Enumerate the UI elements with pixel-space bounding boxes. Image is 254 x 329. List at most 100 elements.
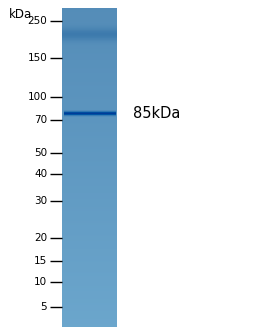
Bar [62,269,117,270]
Bar [62,152,117,153]
Bar [62,35,117,36]
Text: 250: 250 [27,16,47,26]
Bar [62,31,117,32]
Bar [62,207,117,208]
Bar [62,64,117,66]
Bar [62,241,117,242]
Bar [62,314,117,315]
Bar [62,181,117,182]
Bar [62,122,117,123]
Bar [62,213,117,214]
Bar [62,10,117,12]
Bar [62,262,117,263]
Bar [62,256,117,257]
Bar [62,59,117,60]
Bar [62,27,117,28]
Bar [62,69,117,70]
Bar [62,254,117,255]
Bar [62,18,117,19]
Bar [62,248,117,249]
Bar [62,91,117,92]
Bar [62,287,117,288]
Bar [62,8,117,9]
Bar [62,128,117,130]
Bar [62,158,117,159]
Bar [62,232,117,233]
Bar [62,195,117,196]
Bar [62,46,117,48]
Bar [62,105,117,106]
Bar [62,73,117,74]
Bar [62,282,117,283]
Bar [62,226,117,227]
Bar [62,216,117,217]
Bar [62,202,117,203]
Bar [62,166,117,167]
Bar [62,26,117,27]
Bar [62,34,117,35]
Bar [62,25,117,26]
Bar [62,80,117,81]
Bar [62,149,117,150]
Bar [62,60,117,62]
Bar [62,206,117,207]
Bar [62,86,117,87]
Bar [62,114,117,116]
Bar [62,125,117,126]
Bar [62,84,117,85]
Bar [62,145,117,146]
Bar [62,38,117,39]
Bar [62,30,117,31]
Bar [62,234,117,235]
Bar [62,163,117,164]
Bar [62,36,117,37]
Bar [62,319,117,320]
Bar [62,309,117,310]
Bar [62,24,117,25]
Bar [62,51,117,52]
Bar [62,19,117,20]
Bar [62,242,117,243]
Bar [62,311,117,313]
Bar [62,301,117,302]
Bar [62,62,117,63]
Bar [62,326,117,327]
Bar [62,266,117,267]
Bar [62,31,117,32]
Bar [62,217,117,218]
Bar [62,180,117,181]
Bar [62,82,117,83]
Bar [62,168,117,169]
Bar [62,40,117,41]
Bar [62,276,117,277]
Bar [62,103,117,104]
Bar [62,281,117,282]
Bar [62,63,117,64]
Bar [62,209,117,210]
Text: 15: 15 [34,256,47,266]
Bar [62,96,117,98]
Bar [62,108,117,109]
Bar [62,66,117,67]
Bar [62,268,117,269]
Bar [62,53,117,54]
Bar [62,22,117,23]
Bar [62,154,117,155]
Bar [62,250,117,251]
Bar [62,313,117,314]
Bar [62,321,117,322]
Bar [62,12,117,13]
Bar [62,16,117,17]
Bar [62,104,117,105]
Bar [62,177,117,178]
Bar [62,118,117,119]
Bar [62,233,117,234]
Bar [62,285,117,286]
Bar [62,160,117,162]
Bar [62,113,117,114]
Bar [62,156,117,157]
Bar [62,176,117,177]
Bar [62,81,117,82]
Bar [62,219,117,220]
Bar [62,29,117,30]
